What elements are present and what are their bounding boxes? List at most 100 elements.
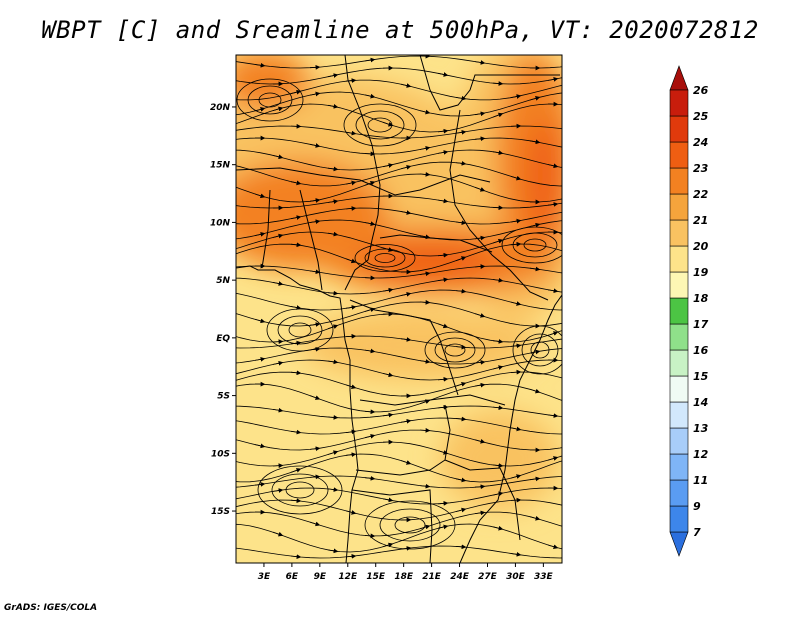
streamline-eddy	[236, 78, 304, 122]
latitude-axis: 20N 15N 10N 5N EQ 5S 10S 15S	[210, 103, 236, 517]
streamline-arrow	[529, 515, 541, 521]
streamline-arrow	[364, 93, 376, 99]
streamline-arrow	[400, 418, 412, 424]
streamline-arrow	[419, 399, 431, 405]
streamline-arrow	[510, 369, 522, 375]
streamline-eddy	[394, 516, 426, 534]
border-west-sahel	[261, 189, 271, 269]
streamline-arrow	[254, 356, 266, 362]
lon-tick-label: 18E	[394, 572, 414, 582]
streamline-arrow	[455, 95, 467, 101]
streamline-eddy	[434, 337, 476, 363]
streamline-arrow	[290, 180, 302, 186]
streamline-arrow	[345, 429, 357, 435]
streamline-arrow	[309, 395, 321, 400]
streamline-arrow	[327, 231, 339, 237]
colorbar-swatch	[669, 141, 689, 169]
streamline-arrow	[309, 521, 321, 527]
streamline-arrow	[309, 64, 321, 70]
streamline-arrow	[290, 498, 302, 504]
streamline	[236, 383, 562, 413]
streamline-arrow	[364, 533, 376, 539]
streamline-arrow	[364, 475, 376, 481]
streamline-arrow	[382, 163, 394, 168]
colorbar-swatch	[669, 245, 689, 273]
colorbar-label: 17	[693, 318, 709, 331]
streamline-arrow	[455, 256, 467, 262]
streamline-eddy	[512, 325, 562, 375]
streamline-arrow	[364, 57, 376, 63]
streamline-arrow	[327, 324, 339, 330]
colorbar: 7 9 11 12 13 14 15 16 17 18 19 20 21 22 23 24 25 26	[669, 65, 709, 557]
streamline-arrow	[437, 450, 449, 455]
lat-tick-label: 10N	[210, 218, 231, 228]
streamline-eddy	[521, 333, 559, 367]
streamline	[236, 91, 562, 117]
streamline-eddy	[266, 308, 334, 352]
colorbar-swatch	[669, 427, 689, 455]
streamline-arrow	[492, 525, 504, 531]
colorbar-swatch	[669, 219, 689, 247]
longitude-axis: 3E 6E 9E 12E 15E 18E 21E 24E 27E 30E 33E	[258, 563, 554, 582]
streamline-arrow	[327, 487, 339, 492]
streamline-arrow	[547, 331, 559, 336]
streamline	[236, 475, 562, 489]
streamline-arrow	[455, 344, 467, 350]
streamline-arrow	[529, 139, 541, 145]
lon-tick-label: 30E	[506, 572, 526, 582]
streamline-eddy	[374, 253, 396, 263]
streamline-arrow	[419, 299, 431, 305]
streamline-arrow	[290, 305, 302, 310]
lon-tick-label: 24E	[450, 572, 470, 582]
country-borders	[236, 55, 562, 563]
streamline-arrow	[327, 73, 339, 78]
colorbar-label: 20	[693, 240, 709, 253]
streamline-arrow	[272, 154, 284, 160]
streamline-arrow	[510, 301, 522, 306]
streamline-arrow	[455, 416, 467, 422]
colorbar-label: 15	[693, 370, 709, 383]
wbpt-shading	[236, 55, 562, 510]
streamline-arrow	[419, 172, 431, 177]
streamline-arrow	[510, 175, 522, 181]
streamline-arrow	[510, 94, 522, 99]
streamline-eddy	[288, 322, 312, 338]
streamline-eddy	[277, 315, 323, 345]
colorbar-label: 24	[693, 136, 708, 149]
colorbar-swatch	[669, 89, 689, 117]
wbpt-zone-northwest	[236, 55, 310, 110]
streamline-arrow	[419, 146, 431, 151]
streamline-arrow	[510, 426, 522, 432]
colorbar-label: 26	[693, 84, 709, 97]
colorbar-label: 13	[693, 422, 709, 435]
streamline-arrow	[419, 234, 431, 240]
streamline-arrow	[474, 136, 486, 142]
lat-tick-label: 5S	[217, 392, 230, 402]
streamline-eddy	[424, 331, 486, 369]
streamline	[236, 347, 562, 365]
streamline-arrow	[254, 231, 266, 237]
streamline-arrow	[400, 210, 412, 215]
colorbar-swatch	[669, 375, 689, 403]
streamline-arrow	[474, 382, 486, 388]
colorbar-label: 18	[693, 292, 709, 305]
streamline-arrow	[400, 460, 412, 465]
streamline-arrow	[290, 370, 302, 376]
colorbar-swatch	[669, 271, 689, 299]
streamline-arrow	[272, 339, 284, 345]
streamline	[236, 219, 562, 241]
streamline	[236, 301, 562, 327]
streamline-arrow	[510, 551, 522, 557]
streamline	[236, 429, 562, 451]
streamline-eddy	[354, 244, 416, 272]
border-southern	[355, 404, 451, 476]
streamline-arrow	[345, 258, 357, 264]
streamline-eddy	[367, 117, 393, 133]
streamline-arrow	[400, 83, 412, 88]
colorbar-min-triangle	[669, 531, 689, 557]
streamline-arrow	[437, 198, 449, 204]
streamline-arrow	[272, 407, 284, 413]
streamline	[236, 55, 562, 69]
colorbar-max-triangle	[669, 65, 689, 91]
border-west-coast	[299, 189, 323, 291]
